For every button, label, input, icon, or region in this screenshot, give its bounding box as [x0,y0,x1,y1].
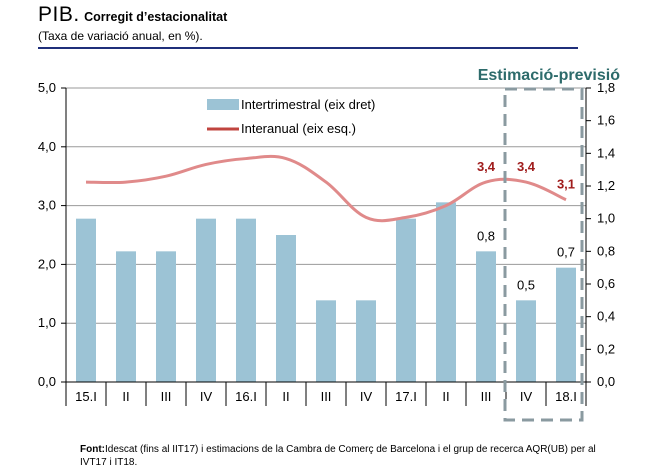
data-label: 3,4 [517,159,536,174]
chart-title-main: PIB. [38,3,80,26]
bar [316,300,336,382]
right-tick-label: 0,2 [597,341,615,356]
chart: 0,0 1,0 2,0 3,0 4,0 5,0 0,0 0,2 0,4 0,6 0,8 1,0 1,2 1… [38,67,621,422]
bar [556,267,576,382]
bar [276,235,296,382]
chart-title: PIB. Corregit d’estacionalitat [38,4,227,25]
legend-label-bars: Intertrimestral (eix dret) [241,97,375,112]
source-note: Font:Idescat (fins al IIT17) i estimacio… [80,443,600,469]
left-tick-label: 0,0 [38,374,56,389]
interanual-line [85,154,567,223]
right-tick-label: 0,6 [597,276,615,291]
x-tick-label: II [282,389,289,404]
legend: Intertrimestral (eix dret) Interanual (ei… [207,97,375,136]
left-tick-label: 5,0 [38,80,56,95]
forecast-dashed-box [503,87,584,422]
source-label: Font: [80,444,105,455]
x-tick-label: 16.I [235,389,257,404]
title-rule [38,47,578,49]
forecast-box: Estimació-previsió [478,67,621,422]
x-tick-label: III [481,389,492,404]
data-labels: 0,8 0,5 0,7 3,4 3,4 3,1 [477,159,575,292]
bar [396,218,416,382]
left-tick-label: 4,0 [38,139,56,154]
data-label: 3,1 [557,177,575,192]
right-tick-label: 1,2 [597,178,615,193]
left-tick-label: 1,0 [38,315,56,330]
left-tick-label: 3,0 [38,198,56,213]
bar [476,251,496,382]
bar [236,218,256,382]
x-tick-label: 17.I [395,389,417,404]
legend-swatch-bars [207,99,239,110]
bar [76,218,96,382]
bar [356,300,376,382]
bar [196,218,216,382]
bar [116,251,136,382]
data-label: 3,4 [477,159,496,174]
x-tick-label: IV [520,389,533,404]
forecast-label: Estimació-previsió [478,67,621,84]
legend-label-line: Interanual (eix esq.) [241,121,356,136]
right-tick-label: 0,8 [597,243,615,258]
x-tick-label: II [122,389,129,404]
x-tick-label: III [321,389,332,404]
x-tick-label: III [161,389,172,404]
chart-title-sub: Corregit d’estacionalitat [84,10,228,24]
right-tick-label: 1,6 [597,113,615,128]
right-tick-label: 0,4 [597,309,615,324]
data-label: 0,7 [557,245,575,260]
right-tick-label: 1,4 [597,145,615,160]
interanual-line-path [85,154,567,223]
data-label: 0,5 [517,277,535,292]
data-label: 0,8 [477,228,495,243]
right-tick-label: 1,8 [597,80,615,95]
axes: 0,0 1,0 2,0 3,0 4,0 5,0 0,0 0,2 0,4 0,6 0,8 1,0 1,2 1… [38,80,615,406]
chart-subtitle: (Taxa de variació anual, en %). [38,29,203,43]
left-tick-label: 2,0 [38,256,56,271]
bar [436,202,456,382]
right-tick-label: 0,0 [597,374,615,389]
x-tick-label: 15.I [75,389,97,404]
x-tick-label: II [442,389,449,404]
source-text: Idescat (fins al IIT17) i estimacions de… [80,444,596,468]
x-tick-label: 18.I [555,389,577,404]
right-tick-label: 1,0 [597,211,615,226]
x-tick-label: IV [360,389,373,404]
bar [516,300,536,382]
bar [156,251,176,382]
bars [76,202,576,382]
x-tick-label: IV [200,389,213,404]
